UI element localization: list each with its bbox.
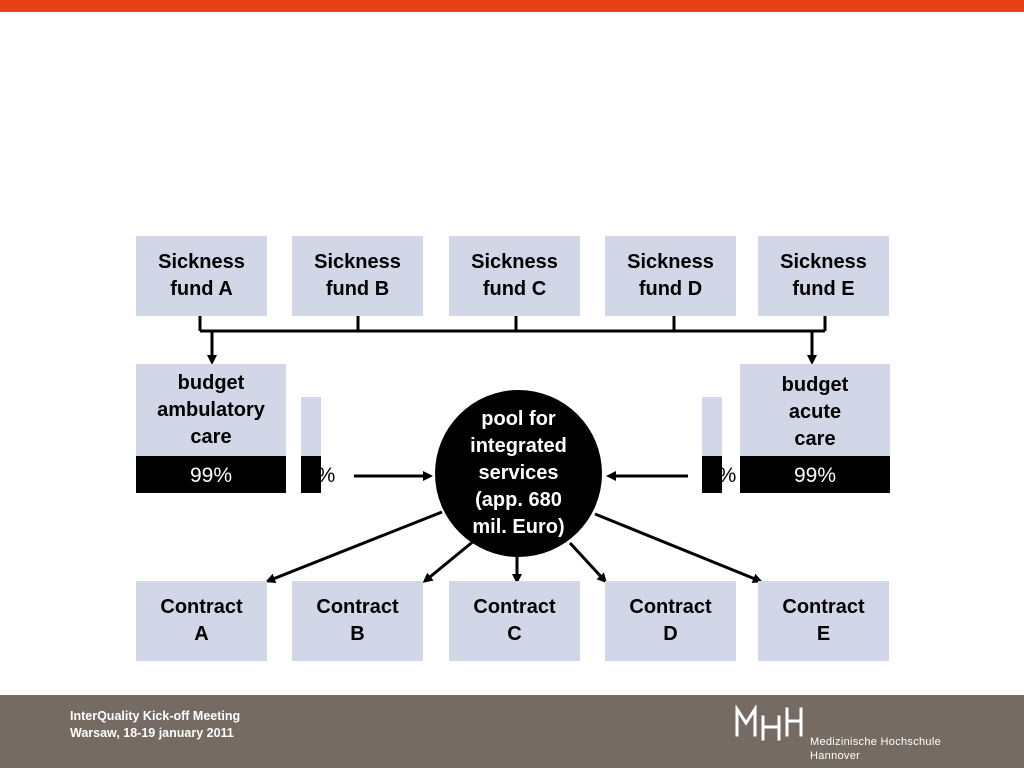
top-accent-bar: [0, 0, 1024, 12]
share-left-percent: 1%: [305, 464, 336, 487]
arrow-to-contract-d: [568, 541, 608, 584]
budget-ambulatory-percent: 99%: [136, 456, 286, 493]
share-right-percent: 1%: [706, 464, 737, 487]
budget-acute-label: budget acute care: [781, 374, 849, 450]
school-name-line1: Medizinische Hochschule: [810, 736, 942, 748]
arrow-to-contract-b: [422, 538, 476, 583]
footer-bar: InterQuality Kick-off Meeting Warsaw, 18…: [0, 695, 1024, 768]
budget-acute-care: budget acute care 99%: [740, 364, 890, 493]
sickness-fund-c: Sickness fund C: [449, 236, 580, 316]
budget-ambulatory-label: budget ambulatory care: [157, 372, 265, 448]
mhh-logo: [735, 705, 803, 741]
budget-acute-percent: 99%: [740, 456, 890, 493]
budget-ambulatory-care: budget ambulatory care 99%: [136, 364, 286, 493]
meeting-place-date: Warsaw, 18-19 january 2011: [70, 726, 234, 740]
arrow-to-contract-e: [594, 512, 763, 583]
contract-c: Contract C: [449, 581, 580, 661]
contract-d: Contract D: [605, 581, 736, 661]
contract-b: Contract B: [292, 581, 423, 661]
school-name-line2: Hannover: [810, 750, 861, 762]
sickness-fund-d: Sickness fund D: [605, 236, 736, 316]
meeting-info: InterQuality Kick-off Meeting Warsaw, 18…: [70, 708, 240, 742]
contract-e: Contract E: [758, 581, 889, 661]
share-right-bar: [702, 397, 722, 493]
school-name: Medizinische Hochschule Hannover: [810, 735, 941, 763]
sickness-fund-b: Sickness fund B: [292, 236, 423, 316]
sickness-fund-a: Sickness fund A: [136, 236, 267, 316]
sickness-fund-e: Sickness fund E: [758, 236, 889, 316]
arrow-to-contract-a: [265, 510, 443, 584]
share-left-bar: [301, 397, 321, 493]
meeting-title: InterQuality Kick-off Meeting: [70, 709, 241, 723]
integrated-services-pool: pool for integrated services (app. 680 m…: [435, 390, 602, 557]
contract-a: Contract A: [136, 581, 267, 661]
